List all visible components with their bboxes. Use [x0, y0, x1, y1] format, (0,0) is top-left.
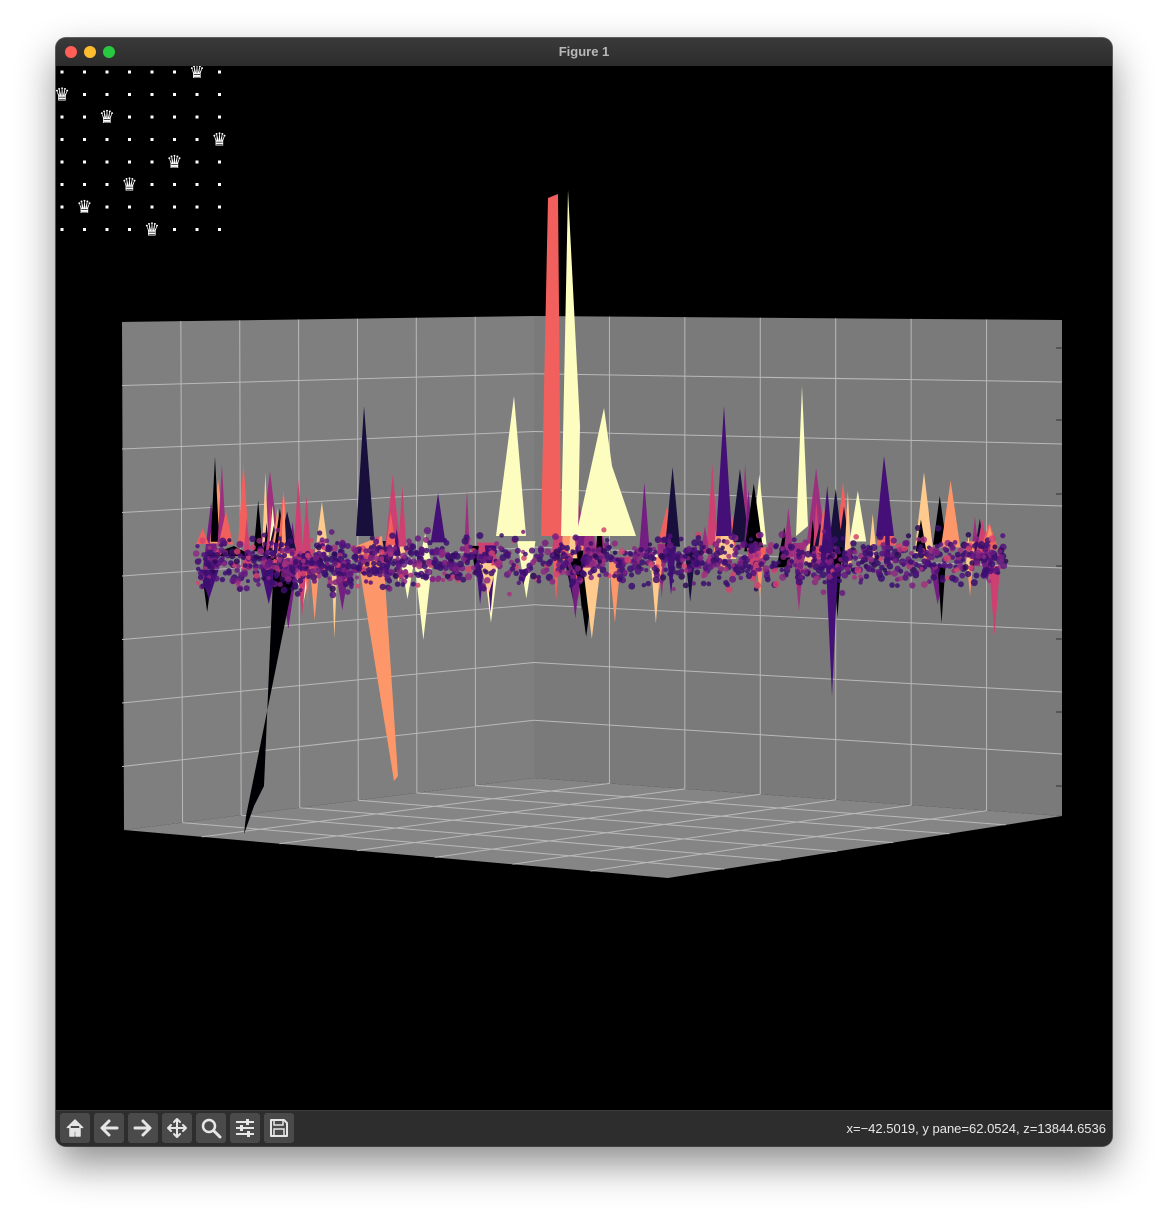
z-axis-ticks — [1056, 347, 1062, 787]
board-dot — [195, 183, 199, 186]
board-dot — [105, 205, 109, 209]
board-dot — [218, 205, 221, 209]
plot-canvas[interactable]: ♛ ♛ ♛ ♛ ♛ ♛ ♛ ♛ — [56, 66, 1112, 1110]
pan-button[interactable] — [162, 1113, 192, 1143]
queen-piece: ♛ — [211, 130, 227, 151]
board-dot — [128, 138, 131, 141]
floppy-disk-icon — [270, 1119, 288, 1137]
board-dot — [128, 93, 131, 96]
queen-piece: ♛ — [121, 175, 137, 196]
board-dot — [105, 70, 109, 74]
board-dot — [83, 160, 86, 164]
board-dot — [218, 70, 221, 74]
zoom-button[interactable] — [196, 1113, 226, 1143]
close-window-button[interactable] — [65, 46, 77, 58]
board-dot — [83, 228, 86, 231]
figure-window: Figure 1 — [56, 38, 1112, 1146]
board-dot — [173, 228, 176, 231]
board-dot — [150, 93, 154, 96]
board-dot — [128, 160, 131, 164]
sliders-icon — [236, 1119, 254, 1137]
board-dot — [173, 205, 176, 209]
queen-piece: ♛ — [144, 220, 160, 241]
title-bar: Figure 1 — [56, 38, 1112, 67]
save-button[interactable] — [264, 1113, 294, 1143]
cursor-coordinates: x=−42.5019, y pane=62.0524, z=13844.6536 — [846, 1121, 1106, 1136]
board-dot — [105, 138, 109, 141]
board-dot — [60, 138, 64, 141]
board-dot — [83, 93, 86, 96]
board-dot — [83, 183, 86, 186]
board-dot — [83, 138, 86, 141]
board-dot — [218, 115, 221, 119]
board-dot — [83, 70, 86, 74]
board-dot — [60, 160, 64, 164]
back-button[interactable] — [94, 1113, 124, 1143]
board-dot — [150, 160, 154, 164]
queen-piece: ♛ — [166, 152, 182, 173]
queen-piece: ♛ — [99, 107, 115, 128]
board-dot — [105, 228, 109, 231]
queen-piece: ♛ — [189, 66, 205, 83]
board-dot — [128, 205, 131, 209]
move-icon — [167, 1118, 187, 1138]
magnifier-icon — [201, 1118, 222, 1139]
queen-piece: ♛ — [76, 197, 92, 218]
board-dot — [173, 70, 176, 74]
board-dot — [128, 70, 131, 74]
board-dot — [195, 228, 199, 231]
board-dot — [105, 183, 109, 186]
board-dot — [150, 205, 154, 209]
board-dot — [60, 183, 64, 186]
board-dot — [173, 115, 176, 119]
board-dot — [60, 205, 64, 209]
arrow-right-icon — [133, 1119, 152, 1137]
board-dot — [218, 183, 221, 186]
scatter-points — [192, 525, 1009, 599]
board-dot — [128, 115, 131, 119]
board-dot — [218, 228, 221, 231]
board-dot — [150, 138, 154, 141]
board-dot — [195, 160, 199, 164]
board-dot — [195, 138, 199, 141]
arrow-left-icon — [100, 1119, 119, 1137]
board-dot — [218, 160, 221, 164]
board-dot — [150, 183, 154, 186]
board-dot — [83, 115, 86, 119]
home-icon — [66, 1119, 84, 1137]
home-button[interactable] — [60, 1113, 90, 1143]
board-dot — [195, 205, 199, 209]
board-dot — [60, 70, 64, 74]
forward-button[interactable] — [128, 1113, 158, 1143]
maximize-window-button[interactable] — [103, 46, 115, 58]
window-title: Figure 1 — [558, 44, 610, 59]
board-dot — [173, 183, 176, 186]
board-dot — [173, 93, 176, 96]
eight-queens-board: ♛ ♛ ♛ ♛ ♛ ♛ ♛ ♛ — [56, 66, 228, 241]
axes-3d[interactable] — [56, 66, 1112, 1110]
board-dot — [218, 93, 221, 96]
board-dot — [60, 115, 64, 119]
navigation-toolbar: x=−42.5019, y pane=62.0524, z=13844.6536 — [56, 1110, 1112, 1146]
board-dot — [173, 138, 176, 141]
board-dot — [150, 115, 154, 119]
board-dot — [105, 93, 109, 96]
minimize-window-button[interactable] — [84, 46, 96, 58]
queen-piece: ♛ — [56, 85, 70, 106]
configure-subplots-button[interactable] — [230, 1113, 260, 1143]
board-dot — [105, 160, 109, 164]
board-dot — [150, 70, 154, 74]
floor-pane — [124, 778, 1062, 878]
board-dot — [128, 228, 131, 231]
board-dot — [60, 228, 64, 231]
board-dot — [195, 115, 199, 119]
board-dot — [195, 93, 199, 96]
